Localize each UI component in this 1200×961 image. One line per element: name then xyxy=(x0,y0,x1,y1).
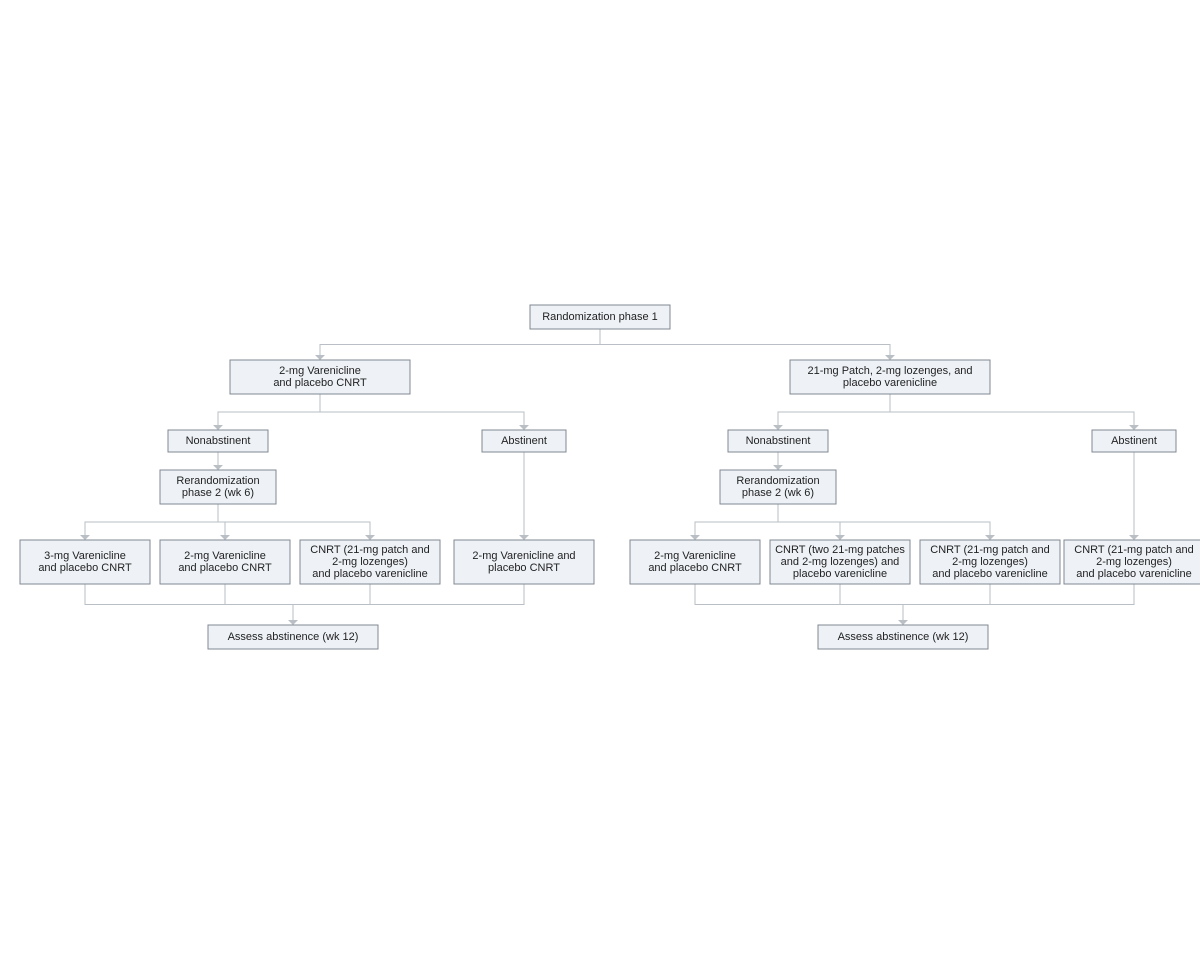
node-L_b3-label-2: and placebo varenicline xyxy=(312,568,428,580)
node-root-label-0: Randomization phase 1 xyxy=(542,311,658,323)
node-R_rer-label-0: Rerandomization xyxy=(736,475,819,487)
node-L_out: Assess abstinence (wk 12) xyxy=(208,625,378,649)
node-L_non: Nonabstinent xyxy=(168,430,268,452)
node-L_rer-label-1: phase 2 (wk 6) xyxy=(182,487,254,499)
node-L_b4: 2-mg Varenicline andplacebo CNRT xyxy=(454,540,594,584)
node-R_b3-label-2: and placebo varenicline xyxy=(932,568,1048,580)
node-R_rer-label-1: phase 2 (wk 6) xyxy=(742,487,814,499)
node-L_b2-label-1: and placebo CNRT xyxy=(178,562,272,574)
node-L_abs: Abstinent xyxy=(482,430,566,452)
node-R_b4: CNRT (21-mg patch and2-mg lozenges)and p… xyxy=(1064,540,1200,584)
node-R_non: Nonabstinent xyxy=(728,430,828,452)
node-L_b1-label-1: and placebo CNRT xyxy=(38,562,132,574)
node-L_out-label-0: Assess abstinence (wk 12) xyxy=(228,631,359,643)
node-L_b1: 3-mg Vareniclineand placebo CNRT xyxy=(20,540,150,584)
node-R_abs-label-0: Abstinent xyxy=(1111,435,1157,447)
node-L_rer: Rerandomizationphase 2 (wk 6) xyxy=(160,470,276,504)
node-R_b2-label-0: CNRT (two 21-mg patches xyxy=(775,544,905,556)
node-R_rer: Rerandomizationphase 2 (wk 6) xyxy=(720,470,836,504)
node-L_b2: 2-mg Vareniclineand placebo CNRT xyxy=(160,540,290,584)
node-root: Randomization phase 1 xyxy=(530,305,670,329)
node-L_rer-label-0: Rerandomization xyxy=(176,475,259,487)
node-R_b4-label-2: and placebo varenicline xyxy=(1076,568,1192,580)
node-L_b3: CNRT (21-mg patch and2-mg lozenges)and p… xyxy=(300,540,440,584)
node-L_arm-label-1: and placebo CNRT xyxy=(273,377,367,389)
node-R_b2-label-2: placebo varenicline xyxy=(793,568,887,580)
node-R_b1: 2-mg Vareniclineand placebo CNRT xyxy=(630,540,760,584)
node-L_arm: 2-mg Vareniclineand placebo CNRT xyxy=(230,360,410,394)
node-R_b2: CNRT (two 21-mg patchesand 2-mg lozenges… xyxy=(770,540,910,584)
node-L_abs-label-0: Abstinent xyxy=(501,435,547,447)
node-L_b3-label-0: CNRT (21-mg patch and xyxy=(310,544,429,556)
node-R_b4-label-1: 2-mg lozenges) xyxy=(1096,556,1172,568)
node-R_b3: CNRT (21-mg patch and2-mg lozenges)and p… xyxy=(920,540,1060,584)
node-L_b3-label-1: 2-mg lozenges) xyxy=(332,556,408,568)
node-R_non-label-0: Nonabstinent xyxy=(746,435,811,447)
node-L_b1-label-0: 3-mg Varenicline xyxy=(44,550,126,562)
node-R_out: Assess abstinence (wk 12) xyxy=(818,625,988,649)
node-R_arm: 21-mg Patch, 2-mg lozenges, andplacebo v… xyxy=(790,360,990,394)
node-R_abs: Abstinent xyxy=(1092,430,1176,452)
node-R_b4-label-0: CNRT (21-mg patch and xyxy=(1074,544,1193,556)
node-R_b3-label-1: 2-mg lozenges) xyxy=(952,556,1028,568)
node-R_out-label-0: Assess abstinence (wk 12) xyxy=(838,631,969,643)
node-R_arm-label-1: placebo varenicline xyxy=(843,377,937,389)
nodes-layer: Randomization phase 12-mg Vareniclineand… xyxy=(20,305,1200,649)
node-R_b1-label-1: and placebo CNRT xyxy=(648,562,742,574)
node-L_b4-label-0: 2-mg Varenicline and xyxy=(472,550,575,562)
node-L_b2-label-0: 2-mg Varenicline xyxy=(184,550,266,562)
node-L_non-label-0: Nonabstinent xyxy=(186,435,251,447)
flowchart-canvas: Randomization phase 12-mg Vareniclineand… xyxy=(0,0,1200,961)
node-R_b1-label-0: 2-mg Varenicline xyxy=(654,550,736,562)
node-L_arm-label-0: 2-mg Varenicline xyxy=(279,365,361,377)
node-R_b3-label-0: CNRT (21-mg patch and xyxy=(930,544,1049,556)
node-R_b2-label-1: and 2-mg lozenges) and xyxy=(781,556,900,568)
node-R_arm-label-0: 21-mg Patch, 2-mg lozenges, and xyxy=(807,365,972,377)
node-L_b4-label-1: placebo CNRT xyxy=(488,562,560,574)
